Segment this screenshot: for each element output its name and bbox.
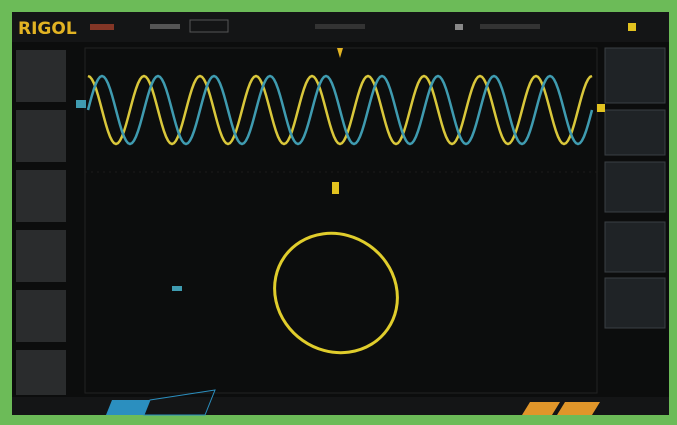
trigger-info: [315, 24, 365, 29]
time-info: [150, 24, 180, 29]
channel-tab: [106, 400, 150, 415]
ch1-offset: [597, 104, 605, 112]
page: RIGOL (() => { const data = JSON.parse(d…: [0, 0, 677, 425]
oscilloscope-photo: RIGOL: [0, 0, 677, 425]
ch2-offset: [76, 100, 86, 108]
menu-item: [605, 278, 665, 328]
side-button: [16, 350, 66, 395]
screen: [12, 12, 669, 415]
menu-item: [605, 222, 665, 272]
xy-marker: [332, 182, 339, 194]
side-button: [16, 170, 66, 222]
side-button: [16, 50, 66, 102]
channel-indicator: [628, 23, 636, 31]
side-button: [16, 230, 66, 282]
menu-item: [605, 162, 665, 212]
right-menu: [605, 48, 665, 328]
status: [90, 24, 114, 30]
side-button: [16, 110, 66, 162]
menu-item: [605, 48, 665, 103]
menu-item: [605, 110, 665, 155]
brand: RIGOL: [18, 19, 77, 39]
indicator: [455, 24, 463, 30]
ch2-marker: [172, 286, 182, 291]
side-button: [16, 290, 66, 342]
mode-info: [480, 24, 540, 29]
